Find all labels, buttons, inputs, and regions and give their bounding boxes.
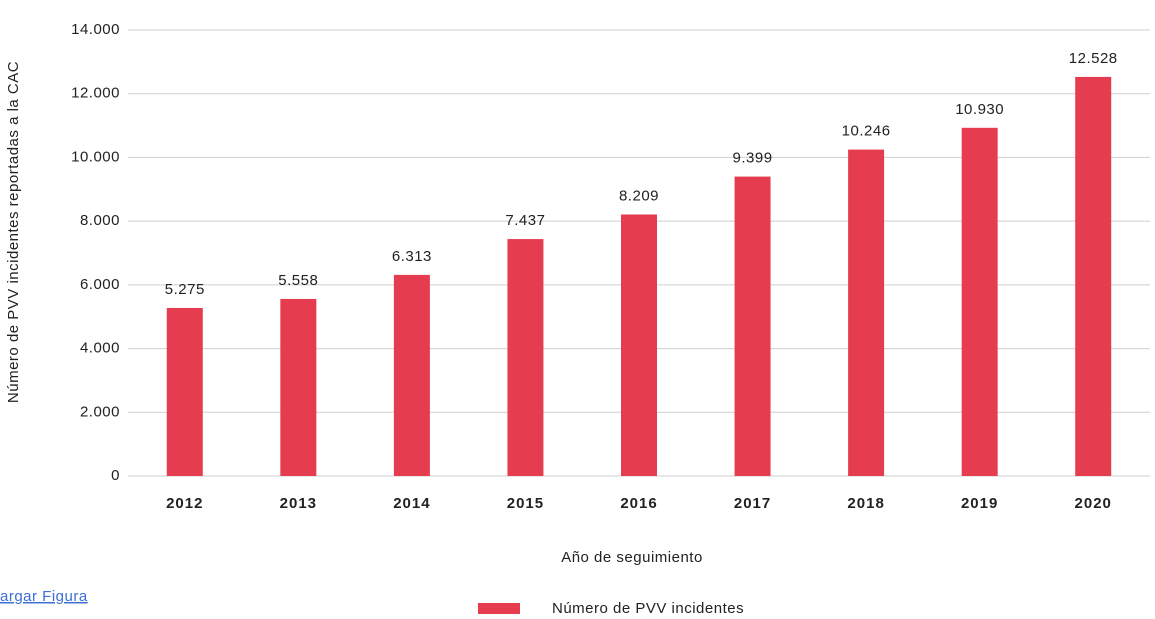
- x-tick-label: 2020: [1075, 495, 1112, 512]
- data-label: 7.437: [505, 212, 545, 229]
- x-tick-label: 2018: [847, 495, 884, 512]
- x-tick-label: 2017: [734, 495, 771, 512]
- x-tick-label: 2013: [280, 495, 317, 512]
- y-tick-label: 4.000: [80, 340, 120, 357]
- x-tick-label: 2012: [166, 495, 203, 512]
- download-link[interactable]: argar Figura: [0, 588, 88, 605]
- y-tick-label: 8.000: [80, 212, 120, 229]
- x-tick-label: 2014: [393, 495, 430, 512]
- y-tick-label: 0: [111, 467, 120, 484]
- legend-swatch: [478, 603, 520, 614]
- x-tick-label: 2016: [620, 495, 657, 512]
- bar: [1075, 76, 1112, 477]
- data-label: 12.528: [1069, 50, 1118, 67]
- y-tick-label: 10.000: [71, 148, 120, 165]
- legend-label: Número de PVV incidentes: [552, 600, 744, 617]
- y-tick-label: 2.000: [80, 403, 120, 420]
- y-axis-label: Número de PVV incidentes reportadas a la…: [5, 61, 22, 403]
- y-tick-label: 12.000: [71, 85, 120, 102]
- bar: [848, 149, 885, 476]
- x-tick-label: 2015: [507, 495, 544, 512]
- data-label: 9.399: [733, 150, 773, 167]
- data-label: 5.558: [278, 272, 318, 289]
- data-label: 10.930: [955, 101, 1004, 118]
- bar: [621, 214, 657, 476]
- bar: [280, 298, 317, 476]
- data-label: 10.246: [842, 123, 891, 140]
- bar: [734, 176, 771, 476]
- bar: [507, 239, 544, 476]
- bar: [166, 307, 203, 476]
- y-tick-label: 6.000: [80, 276, 120, 293]
- x-axis-label: Año de seguimiento: [561, 549, 703, 566]
- bar: [393, 274, 430, 476]
- x-tick-label: 2019: [961, 495, 998, 512]
- bar: [961, 127, 998, 477]
- data-label: 8.209: [619, 187, 659, 204]
- y-tick-label: 14.000: [71, 21, 120, 38]
- data-label: 6.313: [392, 248, 432, 265]
- data-label: 5.275: [165, 281, 205, 298]
